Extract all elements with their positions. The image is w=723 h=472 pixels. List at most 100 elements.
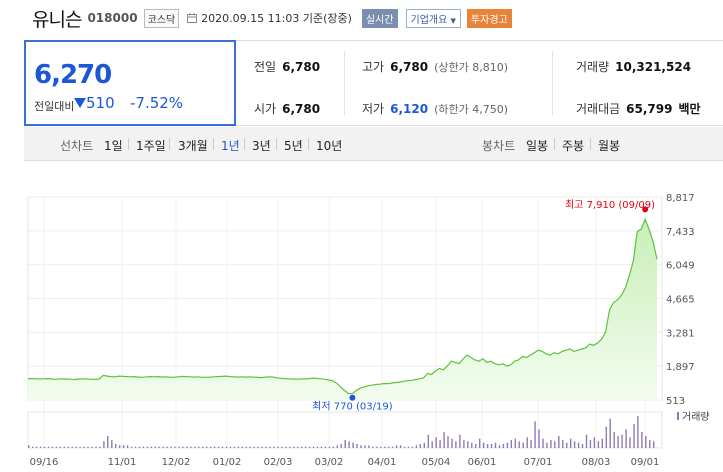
volume-bar [304,446,307,448]
realtime-button[interactable]: 실시간 [361,8,398,28]
volume-bar [190,446,192,448]
volume-bar [79,446,81,448]
volume-bar [39,446,42,448]
volume-bar [245,446,247,448]
volume-bar [182,446,184,448]
volume-bar [566,442,568,448]
volume-bar [530,440,532,448]
volume-bar [550,440,552,448]
change-label: 전일대비 [34,100,75,113]
volume-bar [482,442,485,448]
volume-bar [237,446,240,448]
volume-bar [194,446,196,448]
volume-bar [134,446,137,448]
chevron-down-icon: ▼ [450,16,456,25]
volume-bar [522,442,524,448]
volume-bar [625,429,627,448]
volume-bar [629,437,631,448]
divider [344,51,345,115]
volume-bar [407,446,410,448]
volume-bar [83,446,85,448]
period-10y[interactable]: 10년 [316,139,343,153]
volume-bar [178,446,180,448]
volume-bar [352,442,354,448]
volume-bar [621,434,623,448]
volume-bar [558,436,560,448]
candle-weekly[interactable]: 주봉 [562,139,585,153]
volume-bar [518,441,520,448]
divider [590,138,591,150]
stat-label: 저가 [362,102,385,116]
volume-bar [605,426,607,448]
stat-high: 고가 6,780 (상한가 8,810) [362,58,508,75]
investment-warning-badge[interactable]: 투자경고 [466,8,512,28]
calendar-icon [187,13,198,23]
volume-bar [479,438,481,448]
company-overview-button[interactable]: 기업개요 ▼ [405,8,461,28]
volume-bar [249,446,251,448]
divider [169,138,170,150]
volume-bar [403,446,406,448]
volume-bar [229,446,232,448]
divider [554,138,555,150]
volume-bar [380,446,382,448]
volume-bar [122,445,125,448]
volume-bar [601,438,603,448]
stat-volume: 거래량 10,321,524 [576,58,691,75]
volume-bar [95,446,97,448]
y-tick-label: 1,897 [666,362,695,373]
volume-bar [490,444,493,448]
divider [128,138,129,150]
volume-bar [435,437,437,448]
period-1w[interactable]: 1주일 [136,139,166,153]
x-axis-ticks: 09/16 11/01 12/02 01/02 02/03 03/02 04/01 05/04… [30,457,660,468]
volume-bar [344,440,346,448]
period-3y[interactable]: 3년 [252,139,271,153]
volume-bar [198,446,200,448]
volume-bar [28,445,30,448]
volume-bar [498,445,501,448]
timestamp: 2020.09.15 11:03 기준(장중) [201,12,352,25]
y-tick-label: 3,281 [666,328,695,339]
stat-label: 거래대금 [576,102,621,116]
stat-value: 6,780 [390,60,429,74]
volume-bar [115,444,117,448]
volume-bar [348,441,350,448]
stat-sub: (하한가 4,750) [434,103,508,116]
candle-daily[interactable]: 일봉 [526,139,549,153]
volume-bar [119,445,121,448]
volume-bar [431,441,433,448]
period-3m[interactable]: 3개월 [178,139,208,153]
volume-bar [399,445,402,448]
volume-bar [324,446,327,448]
volume-bar [395,445,398,448]
volume-bar [585,434,588,448]
volume-bar [372,446,374,448]
x-tick-label: 08/03 [582,457,611,468]
period-1d[interactable]: 1일 [104,139,123,153]
volume-bar [486,444,489,448]
stat-label: 거래량 [576,60,610,74]
volume-bar [451,438,453,448]
volume-bar [581,444,584,448]
stat-label: 시가 [254,102,277,116]
volume-bar [67,446,69,448]
volume-bar [87,446,89,448]
volume-bar [285,446,287,448]
volume-bar [75,446,77,448]
high-marker [642,206,649,213]
volume-bar [71,446,73,448]
stat-open: 시가 6,780 [254,100,320,117]
volume-bar [316,446,319,448]
volume-bar [107,436,109,448]
candle-monthly[interactable]: 월봉 [598,139,621,153]
volume-bar [99,446,101,448]
period-5y[interactable]: 5년 [284,139,303,153]
stat-value: 6,780 [282,60,321,74]
price-chart[interactable]: 8,817 7,433 6,049 4,665 3,281 1,897 513 09/16 1… [0,180,723,472]
volume-bar [463,440,465,448]
volume-bar [376,446,378,448]
divider [308,138,309,150]
period-1y[interactable]: 1년 [221,139,240,153]
volume-bar [301,446,303,448]
